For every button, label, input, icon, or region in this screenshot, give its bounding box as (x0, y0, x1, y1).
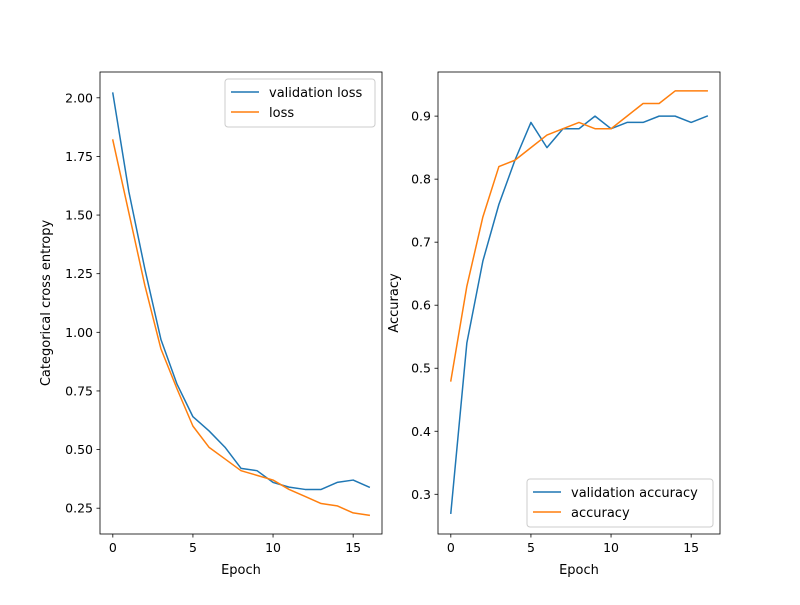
x-tick-label: 10 (265, 540, 281, 555)
series-line-validation-accuracy (450, 115, 709, 515)
axes-panel-2: 0 5 10 15 0.3 0.4 0.5 0.6 0.7 0.8 0.9 Epoch Accuracy… (387, 71, 721, 578)
y-tick-label: 1.75 (65, 149, 93, 164)
y-tick-label: 0.9 (411, 109, 431, 124)
legend: validation accuracy accuracy (526, 478, 714, 528)
y-tick-label: 2.00 (65, 90, 93, 105)
x-tick-label: 5 (189, 540, 197, 555)
axes-frame (99, 71, 383, 535)
x-tick-label: 15 (683, 540, 699, 555)
y-tick-label: 0.7 (411, 235, 431, 250)
y-tick-label: 0.8 (411, 172, 431, 187)
x-axis-label: Epoch (221, 563, 261, 578)
legend-label: loss (269, 106, 294, 121)
y-tick-label: 0.3 (411, 487, 431, 502)
x-tick-label: 5 (527, 540, 535, 555)
y-tick-label: 0.5 (411, 361, 431, 376)
y-tick-label: 0.75 (65, 383, 93, 398)
y-tick-label: 1.00 (65, 325, 93, 340)
y-tick-label: 0.4 (411, 424, 431, 439)
series-line-loss (111, 139, 371, 517)
series-line-accuracy (449, 90, 708, 382)
axes-frame (437, 71, 721, 535)
legend-label: validation loss (269, 86, 362, 101)
x-tick-label: 0 (447, 540, 455, 555)
legend-box (526, 478, 714, 528)
series-line-validation-loss (111, 92, 371, 491)
x-axis-label: Epoch (559, 563, 599, 578)
legend-label: accuracy (571, 506, 630, 521)
y-tick-label: 1.50 (65, 208, 93, 223)
x-tick-label: 10 (603, 540, 619, 555)
y-tick-label: 1.25 (65, 266, 93, 281)
legend-box (224, 78, 376, 128)
axes-panel-1: 0 5 10 15 0.25 0.50 0.75 1.00 1.25 1.50 1.75 2.00 Ep… (39, 71, 383, 578)
x-tick-label: 15 (345, 540, 361, 555)
x-tick-label: 0 (109, 540, 117, 555)
y-axis-label: Accuracy (387, 273, 402, 333)
y-tick-label: 0.6 (411, 298, 431, 313)
y-tick-label: 0.50 (65, 442, 93, 457)
y-axis-label: Categorical cross entropy (39, 220, 54, 387)
legend: validation loss loss (224, 78, 376, 128)
y-tick-label: 0.25 (65, 501, 93, 516)
legend-label: validation accuracy (571, 486, 698, 501)
